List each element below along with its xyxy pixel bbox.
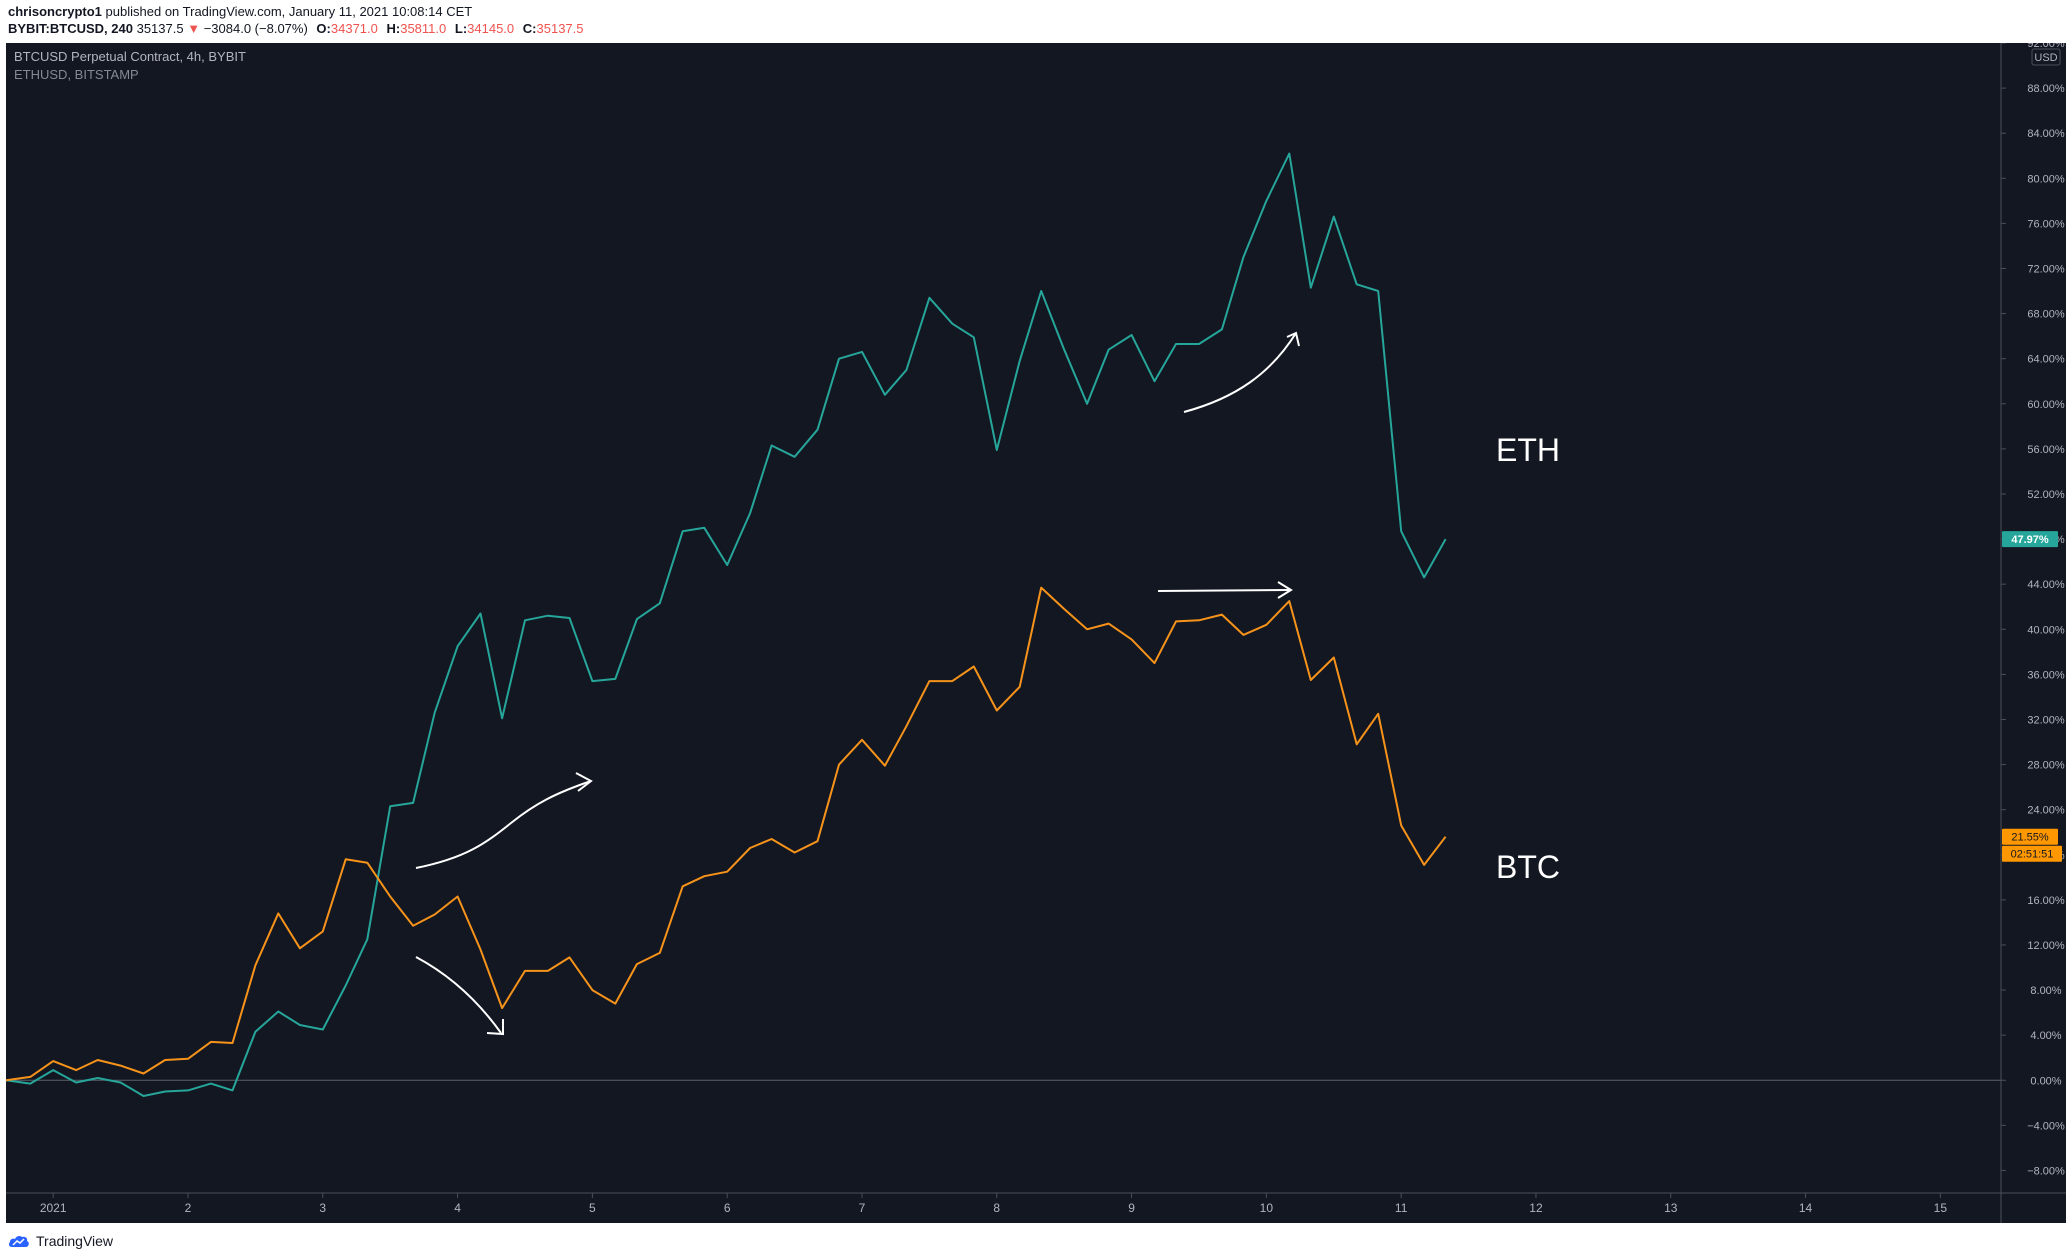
x-tick-label: 10 [1260, 1201, 1274, 1215]
last-value-badges: 47.97% 21.55% 02:51:51 [2002, 531, 2062, 862]
y-tick-label: 0.00% [2030, 1075, 2061, 1087]
publish-header: chrisoncrypto1 published on TradingView.… [0, 0, 2071, 42]
y-tick-label: 76.00% [2027, 218, 2065, 230]
annotation-arrow-2 [415, 956, 502, 1034]
y-tick-label: 36.00% [2027, 669, 2065, 681]
x-tick-label: 6 [724, 1201, 731, 1215]
price-change: −3084.0 (−8.07%) [203, 21, 308, 36]
series-layer [6, 152, 1447, 1097]
y-tick-label: −8.00% [2027, 1165, 2065, 1177]
y-tick-label: 40.00% [2027, 624, 2065, 636]
btc-last-value-badge [2002, 828, 2058, 845]
down-arrow-icon: ▼ [187, 21, 201, 36]
y-tick-label: 88.00% [2027, 83, 2065, 95]
ohlc-bar: BYBIT:BTCUSD, 240 35137.5 ▼ −3084.0 (−8.… [8, 21, 584, 36]
y-tick-label: 24.00% [2027, 805, 2065, 817]
eth-last-value-label: 47.97% [2011, 534, 2049, 546]
publish-info: chrisoncrypto1 published on TradingView.… [8, 4, 472, 19]
x-tick-label: 15 [1934, 1201, 1948, 1215]
eth-annotation: ETH [1496, 432, 1560, 468]
price-axis-labels: −8.00% −4.00% 0.00% 4.00% 8.00% 12.00% 16.00% 2… [2001, 43, 2065, 1177]
published-text: published on TradingView.com, January 11… [105, 4, 473, 19]
tradingview-logo[interactable]: TradingView [8, 1233, 113, 1249]
annotation-arrow-4-head [1277, 581, 1293, 599]
annotation-arrow-4 [1157, 589, 1292, 592]
legend-compare: ETHUSD, BITSTAMP [14, 67, 139, 82]
tradingview-brand: TradingView [36, 1233, 114, 1249]
x-tick-label: 4 [454, 1201, 461, 1215]
annotation-arrow-3-head [1286, 331, 1300, 347]
x-tick-label: 7 [859, 1201, 866, 1215]
footer [0, 1224, 2071, 1260]
chart-panel[interactable]: −8.00% −4.00% 0.00% 4.00% 8.00% 12.00% 16.00% 2… [6, 43, 2066, 1223]
y-tick-label: 84.00% [2027, 128, 2065, 140]
currency-label: USD [2034, 52, 2057, 64]
chart-svg[interactable]: −8.00% −4.00% 0.00% 4.00% 8.00% 12.00% 16.00% 2… [6, 43, 2066, 1223]
open-value: 34371.0 [330, 21, 378, 36]
bar-countdown-badge [2002, 845, 2062, 862]
x-tick-label: 8 [993, 1201, 1000, 1215]
annotation-arrow-3 [1183, 332, 1297, 413]
y-tick-label: 44.00% [2027, 579, 2065, 591]
tradingview-cloud-icon [8, 1235, 29, 1247]
y-tick-label: 68.00% [2027, 309, 2065, 321]
btc-last-value-label: 21.55% [2011, 832, 2049, 844]
annotation-arrow-1-head [575, 772, 593, 792]
y-tick-label: 12.00% [2027, 940, 2065, 952]
y-tick-label: 92.00% [2027, 43, 2065, 50]
y-tick-label: 32.00% [2027, 714, 2065, 726]
high-value: 35811.0 [400, 21, 447, 36]
y-tick-label: 4.00% [2030, 1030, 2061, 1042]
high-label: H: [386, 21, 401, 36]
currency-box [2031, 48, 2061, 66]
x-tick-label: 12 [1529, 1201, 1543, 1215]
x-tick-label: 13 [1664, 1201, 1678, 1215]
series-line-ethusd[interactable] [6, 152, 1447, 1097]
y-tick-label: 72.00% [2027, 263, 2065, 275]
btc-annotation: BTC [1496, 849, 1560, 885]
annotation-arrows [415, 331, 1300, 1036]
x-tick-label: 11 [1395, 1201, 1408, 1215]
symbol-label: BYBIT:BTCUSD, 240 [8, 21, 133, 36]
close-label: C: [522, 21, 537, 36]
y-tick-label: 56.00% [2027, 444, 2065, 456]
x-tick-label: 2021 [40, 1201, 67, 1215]
legend-main: BTCUSD Perpetual Contract, 4h, BYBIT [14, 49, 246, 64]
y-tick-label: 28.00% [2027, 760, 2065, 772]
y-tick-label: 52.00% [2027, 489, 2065, 501]
y-tick-label: 8.00% [2030, 985, 2061, 997]
open-label: O: [316, 21, 331, 36]
y-tick-label: −4.00% [2027, 1120, 2065, 1132]
x-tick-label: 3 [319, 1201, 326, 1215]
time-axis-labels: 2021 2 3 4 5 6 7 8 9 10 11 12 13 14 15 [40, 1193, 1948, 1215]
author-name[interactable]: chrisoncrypto1 [8, 4, 102, 19]
bar-countdown-label: 02:51:51 [2011, 849, 2054, 861]
x-tick-label: 9 [1128, 1201, 1135, 1215]
y-tick-label: 16.00% [2027, 895, 2065, 907]
x-tick-label: 5 [589, 1201, 596, 1215]
low-value: 34145.0 [467, 21, 515, 36]
x-tick-label: 2 [185, 1201, 192, 1215]
y-tick-label: 60.00% [2027, 399, 2065, 411]
eth-last-value-badge [2002, 531, 2058, 548]
y-tick-label: 64.00% [2027, 354, 2065, 366]
last-price: 35137.5 [136, 21, 184, 36]
x-tick-label: 14 [1799, 1201, 1813, 1215]
annotation-arrow-2-head [486, 1019, 504, 1036]
close-value: 35137.5 [536, 21, 584, 36]
series-line-btcusd[interactable] [6, 586, 1447, 1082]
annotation-arrow-1 [415, 780, 592, 869]
low-label: L: [454, 21, 468, 36]
y-tick-label: 80.00% [2027, 173, 2065, 185]
